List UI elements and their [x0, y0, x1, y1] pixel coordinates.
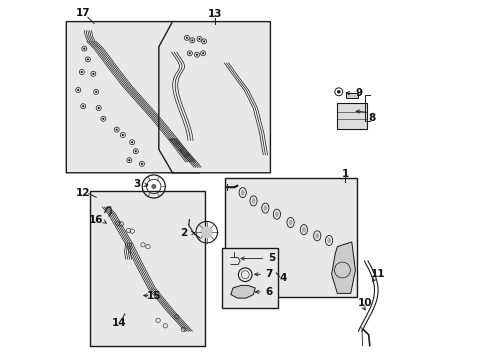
- Text: 7: 7: [264, 269, 272, 279]
- Text: 8: 8: [368, 113, 375, 123]
- Polygon shape: [230, 285, 255, 298]
- Circle shape: [134, 150, 137, 152]
- Text: 10: 10: [357, 298, 371, 308]
- Circle shape: [95, 91, 97, 93]
- Text: 6: 6: [265, 287, 272, 297]
- Circle shape: [188, 52, 190, 54]
- Circle shape: [82, 105, 84, 107]
- Circle shape: [202, 52, 204, 54]
- Bar: [336, 103, 366, 129]
- Circle shape: [92, 73, 94, 75]
- Text: 14: 14: [112, 318, 126, 328]
- Ellipse shape: [241, 190, 244, 195]
- Circle shape: [141, 163, 142, 165]
- Text: 3: 3: [133, 179, 140, 189]
- Circle shape: [81, 71, 82, 73]
- Ellipse shape: [302, 227, 305, 233]
- Circle shape: [336, 90, 340, 94]
- Polygon shape: [224, 178, 356, 297]
- Ellipse shape: [275, 211, 278, 217]
- Ellipse shape: [251, 198, 255, 204]
- Text: 11: 11: [370, 269, 385, 279]
- Circle shape: [191, 39, 193, 41]
- Circle shape: [185, 37, 187, 39]
- Circle shape: [201, 226, 212, 238]
- Circle shape: [122, 134, 123, 136]
- Text: 2: 2: [180, 228, 187, 238]
- Circle shape: [151, 184, 156, 189]
- Circle shape: [83, 48, 85, 50]
- Text: 1: 1: [341, 168, 348, 179]
- Text: 5: 5: [268, 253, 275, 264]
- Circle shape: [128, 159, 130, 161]
- Text: 4: 4: [279, 273, 286, 283]
- Text: 17: 17: [76, 8, 90, 18]
- Text: 13: 13: [207, 9, 222, 19]
- Ellipse shape: [326, 238, 330, 243]
- Bar: [346, 93, 357, 98]
- Text: 12: 12: [76, 188, 90, 198]
- Circle shape: [115, 129, 118, 131]
- Circle shape: [87, 58, 89, 60]
- Ellipse shape: [288, 220, 292, 225]
- Bar: [90, 191, 204, 346]
- Circle shape: [102, 118, 104, 120]
- Circle shape: [203, 40, 205, 42]
- Text: 9: 9: [355, 88, 362, 98]
- Circle shape: [131, 141, 133, 143]
- Polygon shape: [331, 242, 355, 293]
- Polygon shape: [66, 22, 199, 173]
- Ellipse shape: [263, 205, 266, 211]
- Circle shape: [196, 54, 198, 56]
- Circle shape: [198, 38, 200, 40]
- Bar: [222, 248, 277, 308]
- Circle shape: [77, 89, 79, 91]
- Polygon shape: [159, 22, 270, 173]
- Circle shape: [98, 107, 100, 109]
- Text: 15: 15: [147, 291, 162, 301]
- Text: 16: 16: [89, 215, 103, 225]
- Ellipse shape: [315, 233, 318, 239]
